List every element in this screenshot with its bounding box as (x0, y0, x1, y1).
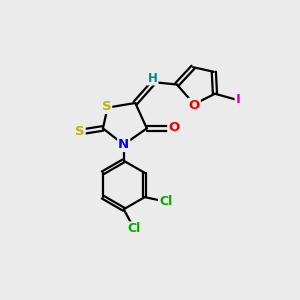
Text: S: S (75, 125, 85, 138)
Text: O: O (189, 99, 200, 112)
Text: Cl: Cl (159, 195, 172, 208)
Text: O: O (168, 121, 179, 134)
Text: H: H (148, 71, 158, 85)
Text: N: N (118, 138, 129, 151)
Text: Cl: Cl (128, 222, 141, 236)
Text: S: S (102, 100, 111, 113)
Text: I: I (236, 93, 241, 106)
